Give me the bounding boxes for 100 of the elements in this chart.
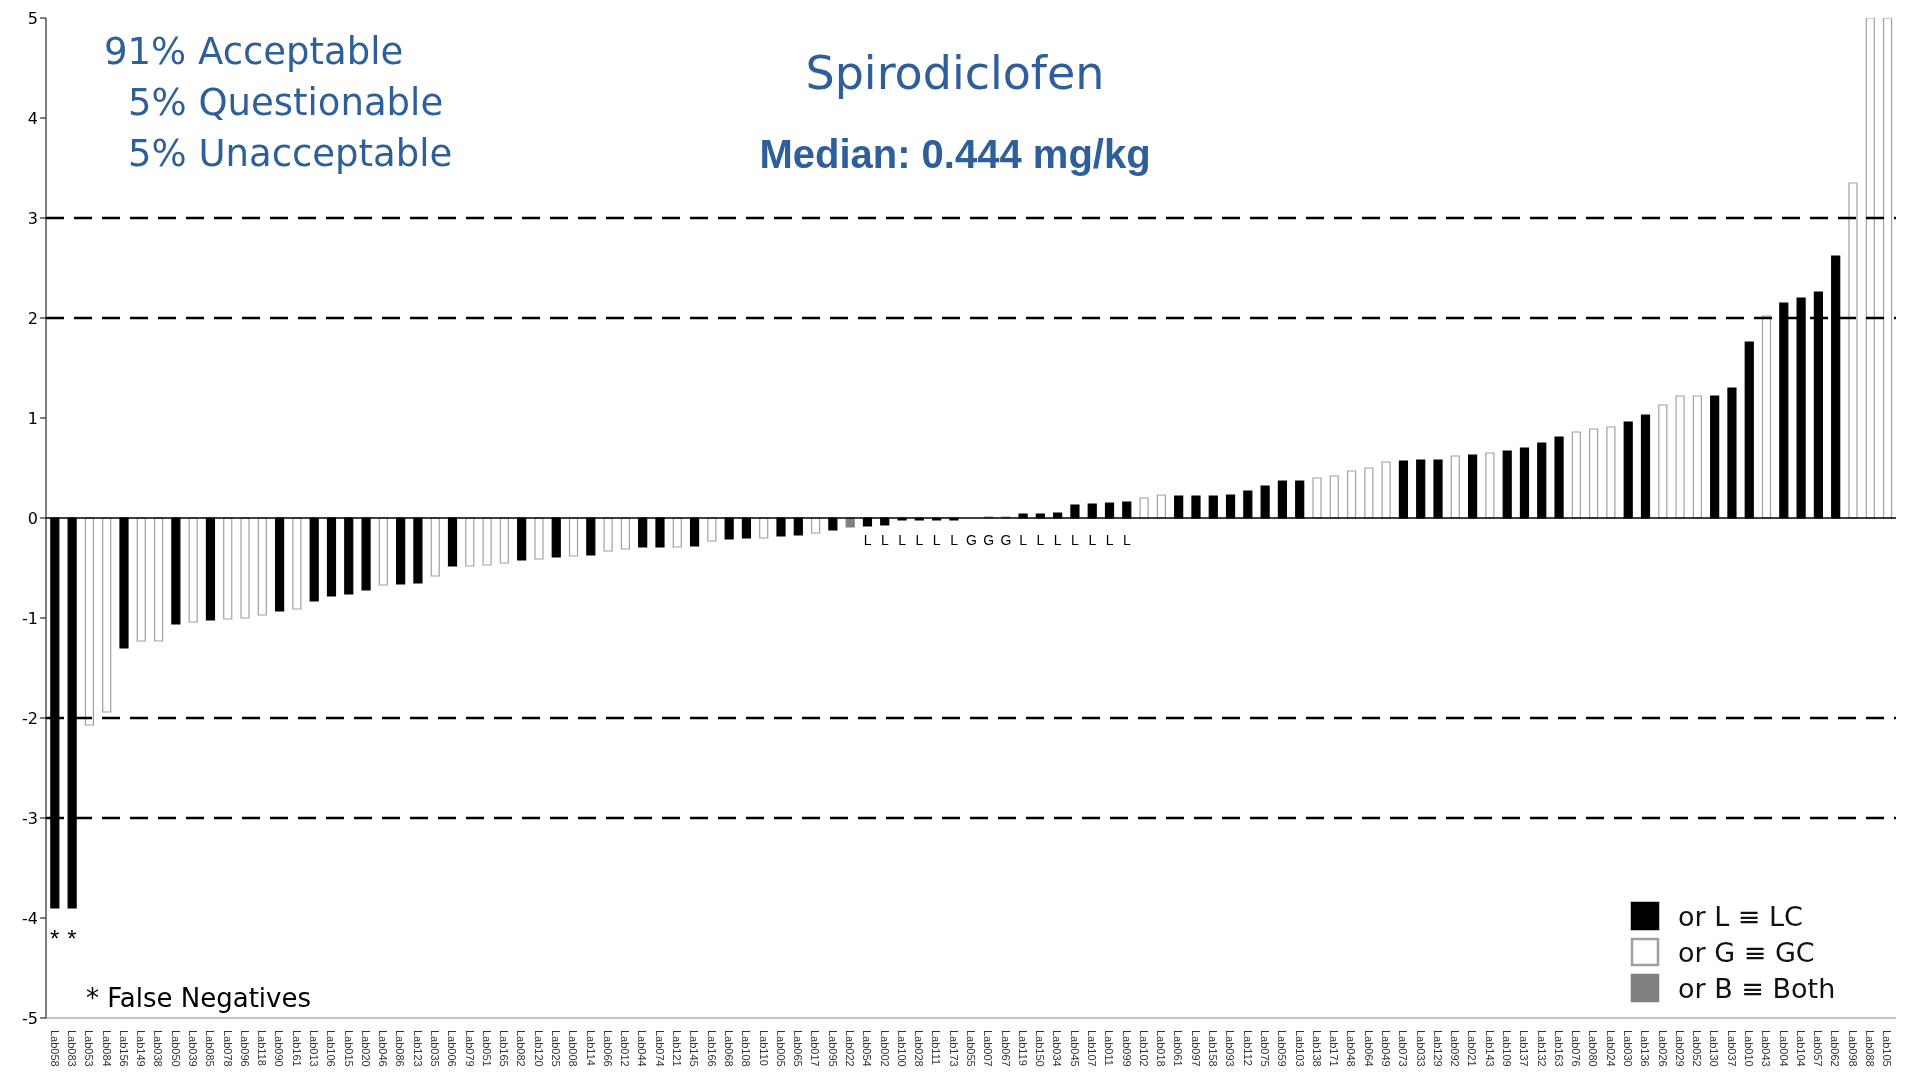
x-tick-label: Lab073: [1397, 1030, 1410, 1067]
legend-label: or L ≡ LC: [1678, 900, 1803, 932]
x-tick-label: Lab035: [429, 1030, 442, 1067]
x-tick-label: Lab021: [1466, 1030, 1479, 1067]
x-tick-label: Lab137: [1518, 1030, 1531, 1067]
x-tick-label: Lab109: [1500, 1030, 1513, 1067]
y-tick-label: 3: [27, 208, 38, 228]
x-tick-label: Lab100: [895, 1030, 908, 1067]
x-tick-label: Lab053: [83, 1030, 96, 1067]
x-tick-label: Lab075: [1258, 1030, 1271, 1067]
x-tick-label: Lab088: [1864, 1030, 1877, 1067]
x-tick-label: Lab108: [740, 1030, 753, 1067]
x-tick-label: Lab057: [1812, 1030, 1825, 1067]
x-tick-label: Lab156: [117, 1030, 130, 1067]
x-tick-label: Lab058: [48, 1030, 61, 1067]
x-tick-label: Lab028: [913, 1030, 926, 1067]
x-tick-label: Lab085: [204, 1030, 217, 1067]
x-tick-label: Lab020: [359, 1030, 372, 1067]
x-tick-label: Lab090: [273, 1030, 286, 1067]
x-tick-label: Lab138: [1310, 1030, 1323, 1067]
x-tick-label: Lab102: [1137, 1030, 1150, 1067]
x-tick-label: Lab017: [809, 1030, 822, 1067]
x-tick-label: Lab011: [1103, 1030, 1116, 1066]
x-tick-label: Lab038: [152, 1030, 165, 1067]
x-tick-label: Lab149: [135, 1030, 148, 1067]
x-tick-label: Lab119: [1016, 1030, 1029, 1066]
x-tick-label: Lab171: [1328, 1030, 1341, 1067]
y-tick-label: 4: [27, 108, 38, 128]
x-tick-label: Lab046: [377, 1030, 390, 1067]
text: Spirodiclofen: [805, 46, 1105, 100]
x-tick-label: Lab059: [1276, 1030, 1289, 1067]
text: Median: 0.444 mg/kg: [759, 132, 1151, 176]
x-tick-label: Lab084: [100, 1030, 113, 1067]
x-tick-label: Lab012: [619, 1030, 632, 1067]
x-tick-label: Lab074: [653, 1030, 666, 1067]
x-tick-label: Lab037: [1725, 1030, 1738, 1067]
x-tick-label: Lab107: [1086, 1030, 1099, 1067]
x-tick-label: Lab082: [515, 1030, 528, 1067]
y-tick-label: 0: [27, 508, 38, 528]
x-tick-label: Lab061: [1172, 1030, 1185, 1067]
y-tick-label: -3: [22, 808, 38, 828]
x-tick-label: Lab114: [584, 1030, 597, 1066]
x-tick-label: Lab054: [861, 1030, 874, 1067]
x-tick-label: Lab136: [1639, 1030, 1652, 1067]
x-tick-label: Lab018: [1155, 1030, 1168, 1067]
x-tick-label: Lab002: [878, 1030, 891, 1067]
y-tick-label: 2: [27, 308, 38, 328]
y-tick-label: -2: [22, 708, 38, 728]
x-tick-label: Lab007: [982, 1030, 995, 1067]
annotation: *: [49, 924, 60, 952]
x-tick-label: Lab044: [636, 1030, 649, 1067]
x-tick-label: Lab083: [65, 1030, 78, 1067]
x-tick-label: Lab034: [1051, 1030, 1064, 1067]
legend-label: or G ≡ GC: [1678, 936, 1815, 968]
x-tick-label: Lab111: [930, 1030, 943, 1066]
y-tick-label: 5: [27, 8, 38, 28]
x-tick-label: Lab098: [1846, 1030, 1859, 1067]
x-tick-label: Lab026: [1656, 1030, 1669, 1067]
x-tick-label: Lab173: [947, 1030, 960, 1067]
y-tick-label: -5: [22, 1008, 38, 1028]
x-tick-label: Lab024: [1604, 1030, 1617, 1067]
x-tick-label: Lab049: [1379, 1030, 1392, 1067]
x-tick-label: Lab158: [1207, 1030, 1220, 1067]
x-tick-label: Lab010: [1743, 1030, 1756, 1067]
x-tick-label: Lab025: [550, 1030, 563, 1067]
x-tick-label: Lab048: [1345, 1030, 1358, 1067]
x-tick-label: Lab092: [1449, 1030, 1462, 1067]
x-tick-label: Lab062: [1829, 1030, 1842, 1067]
x-tick-label: Lab163: [1552, 1030, 1565, 1067]
x-tick-label: Lab166: [705, 1030, 718, 1067]
x-tick-label: Lab033: [1414, 1030, 1427, 1067]
x-tick-label: Lab093: [1224, 1030, 1237, 1067]
annotation: * False Negatives: [86, 983, 312, 1013]
x-tick-label: Lab008: [567, 1030, 580, 1067]
x-tick-label: Lab121: [671, 1030, 684, 1067]
x-tick-label: Lab104: [1794, 1030, 1807, 1067]
x-tick-label: Lab043: [1760, 1030, 1773, 1067]
x-tick-label: Lab103: [1293, 1030, 1306, 1067]
annotation: 91% Acceptable: [104, 30, 404, 73]
legend-label: or B ≡ Both: [1678, 972, 1836, 1004]
x-tick-label: Lab161: [290, 1030, 303, 1067]
x-tick-label: Lab086: [394, 1030, 407, 1067]
x-tick-label: Lab145: [688, 1030, 701, 1067]
x-tick-label: Lab129: [1431, 1030, 1444, 1067]
x-tick-label: Lab029: [1673, 1030, 1686, 1067]
x-tick-label: Lab165: [498, 1030, 511, 1067]
y-tick-label: -1: [22, 608, 38, 628]
x-tick-label: Lab099: [1120, 1030, 1133, 1067]
x-tick-label: Lab096: [238, 1030, 251, 1067]
x-tick-label: Lab013: [307, 1030, 320, 1067]
x-tick-label: Lab078: [221, 1030, 234, 1067]
x-tick-label: Lab120: [532, 1030, 545, 1067]
x-tick-label: Lab052: [1691, 1030, 1704, 1067]
x-tick-label: Lab110: [757, 1030, 770, 1066]
x-tick-label: Lab045: [1068, 1030, 1081, 1067]
x-tick-label: Lab068: [722, 1030, 735, 1067]
x-tick-label: Lab015: [342, 1030, 355, 1067]
x-tick-label: Lab066: [601, 1030, 614, 1067]
y-tick-label: 1: [27, 408, 38, 428]
x-tick-label: Lab065: [792, 1030, 805, 1067]
